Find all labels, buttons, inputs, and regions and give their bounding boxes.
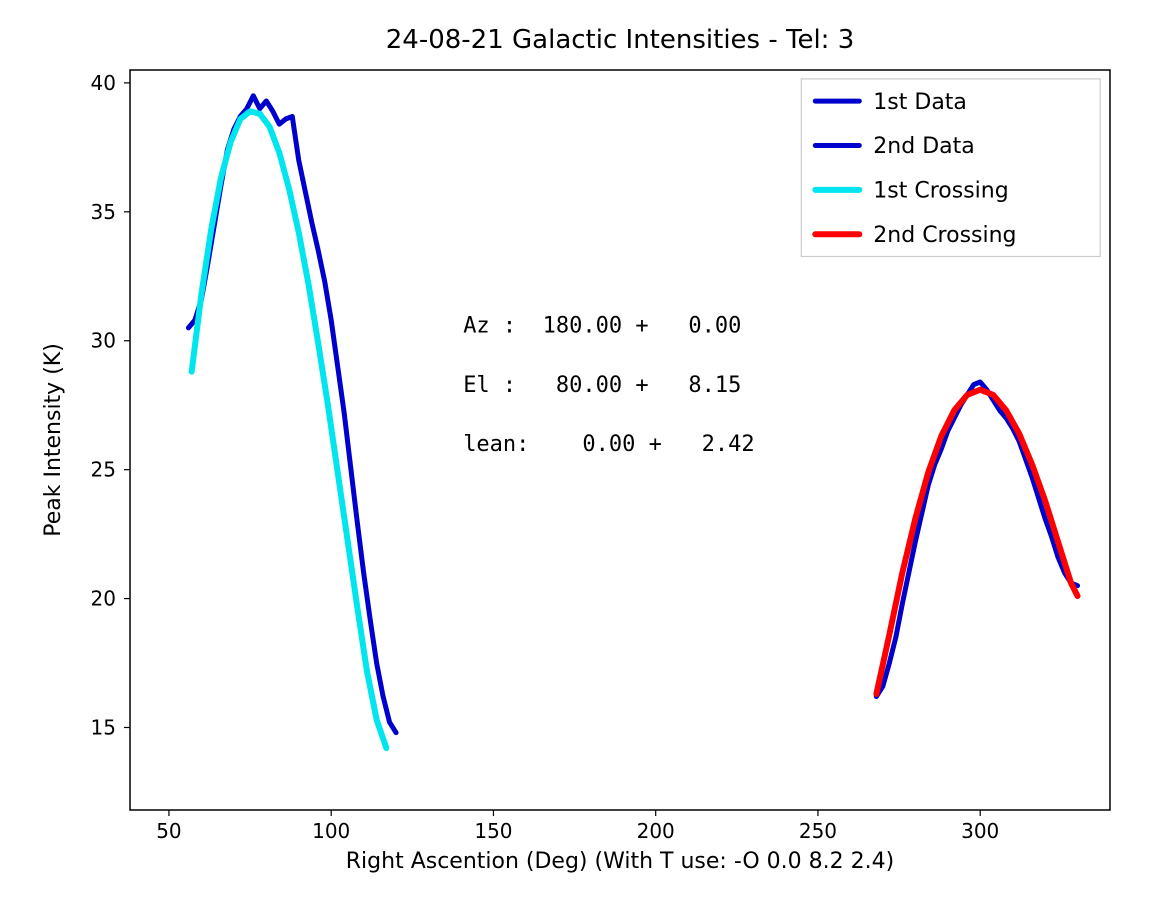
y-tick-label: 40 xyxy=(91,71,116,95)
legend-label: 2nd Crossing xyxy=(873,223,1016,248)
annotation-text: El : 80.00 + 8.15 xyxy=(463,373,741,398)
annotation-text: Az : 180.00 + 0.00 xyxy=(463,314,741,339)
x-tick-label: 300 xyxy=(961,819,999,843)
y-axis-label: Peak Intensity (K) xyxy=(41,343,66,537)
legend-label: 1st Crossing xyxy=(873,179,1008,204)
y-tick-label: 30 xyxy=(91,329,116,353)
chart-svg: 50 100 150 200 250 300 15 20 25 30 35 40 Right Ascen… xyxy=(0,0,1150,902)
legend-label: 1st Data xyxy=(873,90,967,115)
x-tick-label: 100 xyxy=(312,819,350,843)
x-axis-label: Right Ascention (Deg) (With T use: -O 0.… xyxy=(346,849,894,874)
annotations: Az : 180.00 + 0.00 El : 80.00 + 8.15 lean:… xyxy=(463,314,754,457)
x-tick-label: 250 xyxy=(799,819,837,843)
annotation-text: lean: 0.00 + 2.42 xyxy=(463,432,754,457)
legend: 1st Data 2nd Data 1st Crossing 2nd Crossing xyxy=(801,79,1100,257)
y-tick-label: 15 xyxy=(91,715,116,739)
y-tick-label: 20 xyxy=(91,587,116,611)
legend-label: 2nd Data xyxy=(873,134,974,159)
x-tick-label: 50 xyxy=(156,819,181,843)
chart-title: 24-08-21 Galactic Intensities - Tel: 3 xyxy=(386,25,855,55)
x-tick-label: 150 xyxy=(474,819,512,843)
chart-container: 50 100 150 200 250 300 15 20 25 30 35 40 Right Ascen… xyxy=(0,0,1150,902)
y-tick-label: 35 xyxy=(91,200,116,224)
x-tick-label: 200 xyxy=(637,819,675,843)
y-tick-label: 25 xyxy=(91,458,116,482)
